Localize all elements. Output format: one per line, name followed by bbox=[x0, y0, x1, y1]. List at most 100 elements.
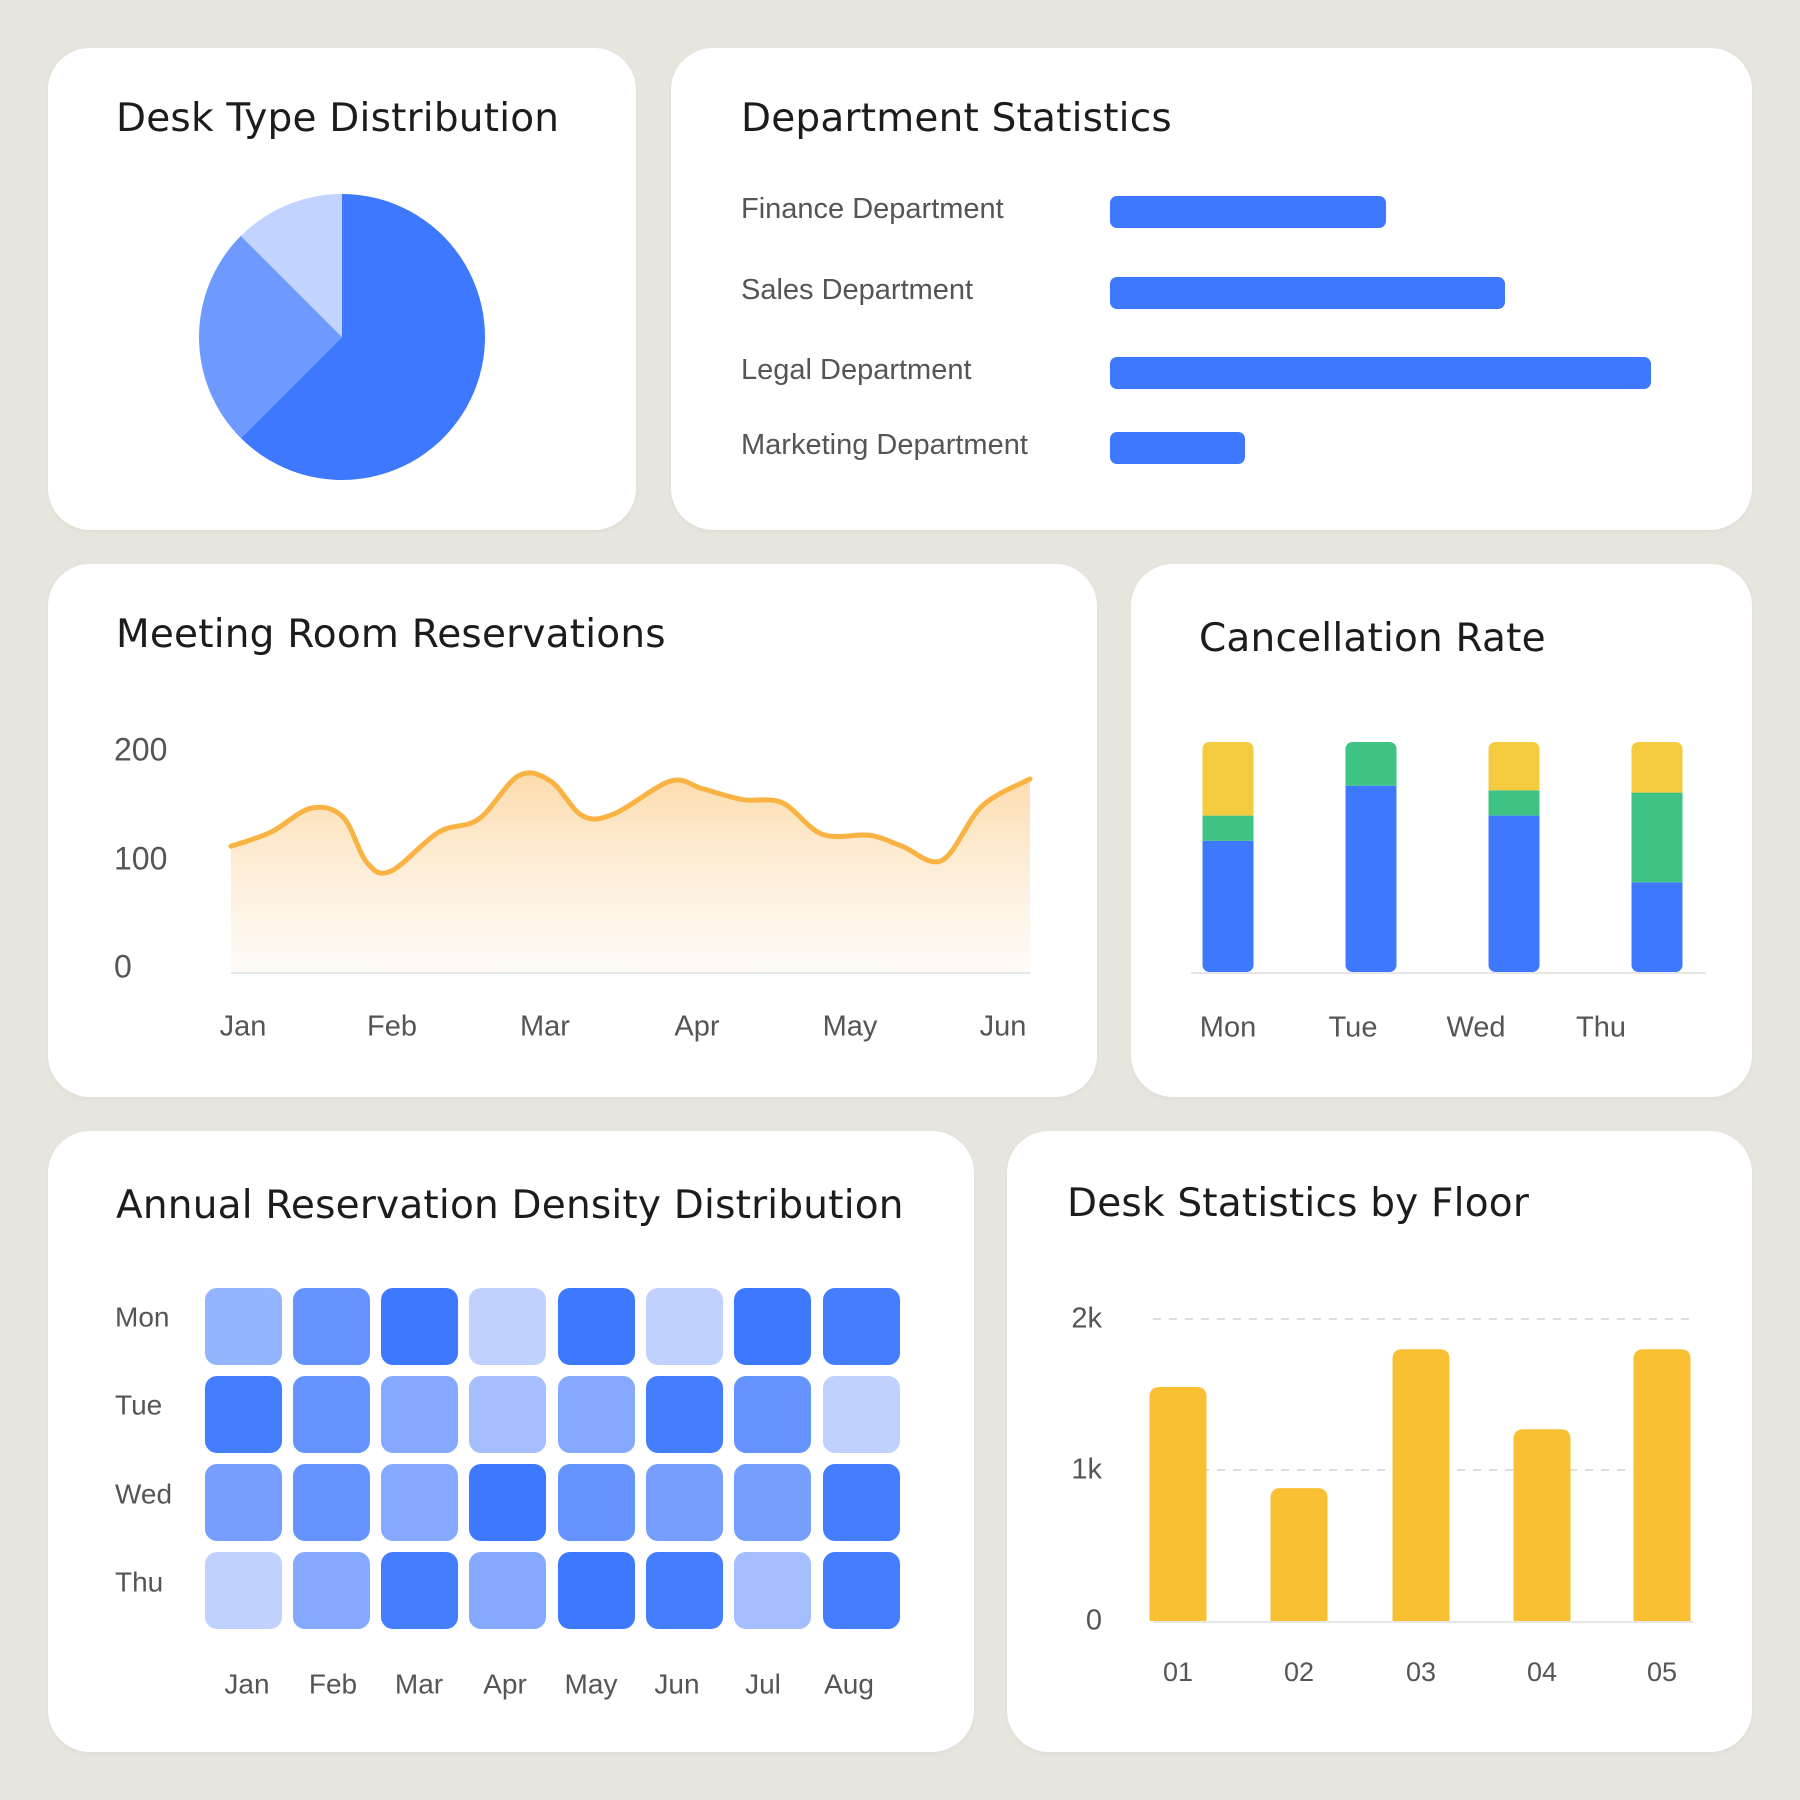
heatmap-cell bbox=[205, 1288, 282, 1365]
bar-segment bbox=[1488, 742, 1540, 791]
x-tick-label: Mon bbox=[1200, 1012, 1256, 1044]
y-tick-label: 200 bbox=[114, 731, 167, 767]
series-line bbox=[228, 770, 1033, 876]
heatmap-cell bbox=[469, 1288, 546, 1365]
x-tick-label: Jun bbox=[980, 1011, 1027, 1043]
department-label: Legal Department bbox=[741, 354, 972, 386]
bar-segment bbox=[1488, 815, 1540, 972]
x-tick-label: Jan bbox=[220, 1011, 267, 1043]
y-tick-label: 1k bbox=[1071, 1454, 1102, 1486]
bar-segment bbox=[1631, 792, 1683, 883]
department-bar bbox=[1110, 432, 1246, 464]
stacked-bar bbox=[1488, 742, 1540, 972]
bar-segment bbox=[1631, 882, 1683, 972]
y-tick-label: 0 bbox=[114, 948, 132, 984]
stacked-bar bbox=[1202, 742, 1254, 972]
heatmap-cell bbox=[823, 1464, 900, 1541]
heatmap-cell bbox=[293, 1288, 370, 1365]
x-tick-label: Wed bbox=[1446, 1012, 1505, 1044]
column-label: May bbox=[565, 1668, 618, 1699]
x-tick-label: 04 bbox=[1527, 1657, 1557, 1687]
x-tick-label: Mar bbox=[520, 1011, 570, 1043]
heatmap-cell bbox=[381, 1288, 458, 1365]
x-tick-label: Tue bbox=[1329, 1012, 1378, 1044]
card-meeting-reservations: Meeting Room Reservations 200 100 0 Jan Feb M… bbox=[48, 564, 1097, 1097]
column-label: Jul bbox=[745, 1668, 781, 1699]
floor-bar bbox=[1149, 1386, 1207, 1621]
heatmap-cell bbox=[734, 1376, 811, 1453]
bar-segment bbox=[1345, 742, 1397, 786]
heatmap-cell bbox=[469, 1552, 546, 1629]
x-tick-label: 03 bbox=[1406, 1657, 1436, 1687]
card-title: Cancellation Rate bbox=[1199, 616, 1546, 661]
column-label: Jun bbox=[654, 1668, 699, 1699]
row-label: Wed bbox=[115, 1478, 172, 1509]
column-label: Mar bbox=[395, 1668, 443, 1699]
pie-slice bbox=[240, 194, 342, 337]
heatmap-cell bbox=[823, 1552, 900, 1629]
floor-bar bbox=[1270, 1488, 1328, 1621]
heatmap-cell bbox=[823, 1376, 900, 1453]
heatmap-cell bbox=[558, 1464, 635, 1541]
heatmap-cell bbox=[381, 1464, 458, 1541]
x-tick-label: 02 bbox=[1284, 1657, 1314, 1687]
y-tick-label: 100 bbox=[114, 840, 167, 876]
card-title: Annual Reservation Density Distribution bbox=[116, 1183, 904, 1228]
heatmap-cell bbox=[205, 1464, 282, 1541]
row-label: Mon bbox=[115, 1301, 169, 1332]
heatmap-cell bbox=[469, 1376, 546, 1453]
bar-segment bbox=[1202, 815, 1254, 841]
card-title: Desk Statistics by Floor bbox=[1067, 1181, 1530, 1226]
pie-slice bbox=[240, 194, 485, 481]
heatmap-chart: Mon Tue Wed Thu Jan Feb Mar Apr May Jun Jul Aug bbox=[115, 1288, 900, 1699]
y-tick-label: 0 bbox=[1086, 1605, 1102, 1637]
area-chart: 200 100 0 Jan Feb Mar Apr May Jun bbox=[114, 731, 1033, 1043]
stacked-bar-chart: Mon Tue Wed Thu bbox=[1191, 742, 1706, 1044]
y-tick-label: 2k bbox=[1071, 1303, 1102, 1335]
x-tick-label: Feb bbox=[367, 1011, 417, 1043]
heatmap-cell bbox=[293, 1376, 370, 1453]
heatmap-cell bbox=[293, 1464, 370, 1541]
card-title: Meeting Room Reservations bbox=[116, 612, 666, 657]
stacked-bar bbox=[1345, 742, 1397, 972]
department-label: Marketing Department bbox=[741, 429, 1028, 461]
card-cancellation-rate: Cancellation Rate Mon Tue Wed Thu bbox=[1131, 564, 1752, 1097]
department-bar bbox=[1110, 196, 1386, 228]
column-label: Aug bbox=[824, 1668, 874, 1699]
heatmap-cell bbox=[381, 1552, 458, 1629]
column-label: Jan bbox=[224, 1668, 269, 1699]
bar-segment bbox=[1488, 790, 1540, 816]
heatmap-cell bbox=[558, 1288, 635, 1365]
card-title: Department Statistics bbox=[741, 96, 1172, 141]
x-tick-label: May bbox=[823, 1011, 878, 1043]
heatmap-cell bbox=[646, 1376, 723, 1453]
heatmap-cell bbox=[734, 1464, 811, 1541]
pie-chart bbox=[199, 194, 485, 481]
floor-bar bbox=[1392, 1349, 1450, 1621]
department-bar bbox=[1110, 277, 1505, 309]
heatmap-cell bbox=[734, 1288, 811, 1365]
x-tick-label: Apr bbox=[674, 1011, 719, 1043]
row-label: Tue bbox=[115, 1389, 162, 1420]
department-label: Sales Department bbox=[741, 274, 974, 306]
department-bar bbox=[1110, 357, 1651, 389]
heatmap-cell bbox=[823, 1288, 900, 1365]
bar-segment bbox=[1345, 785, 1397, 972]
heatmap-cell bbox=[646, 1288, 723, 1365]
area-fill bbox=[231, 772, 1030, 971]
heatmap-cell bbox=[381, 1376, 458, 1453]
bar-segment bbox=[1631, 742, 1683, 793]
heatmap-cell bbox=[734, 1552, 811, 1629]
heatmap-cell bbox=[558, 1376, 635, 1453]
x-tick-label: Thu bbox=[1576, 1012, 1626, 1044]
heatmap-cell bbox=[293, 1552, 370, 1629]
stacked-bar bbox=[1631, 742, 1683, 972]
heatmap-cell bbox=[558, 1552, 635, 1629]
column-label: Apr bbox=[483, 1668, 527, 1699]
heatmap-cell bbox=[469, 1464, 546, 1541]
heatmap-cell bbox=[205, 1552, 282, 1629]
floor-bar bbox=[1633, 1349, 1691, 1621]
floor-bar bbox=[1513, 1429, 1571, 1621]
column-label: Feb bbox=[309, 1668, 357, 1699]
card-desk-type: Desk Type Distribution bbox=[48, 48, 636, 530]
